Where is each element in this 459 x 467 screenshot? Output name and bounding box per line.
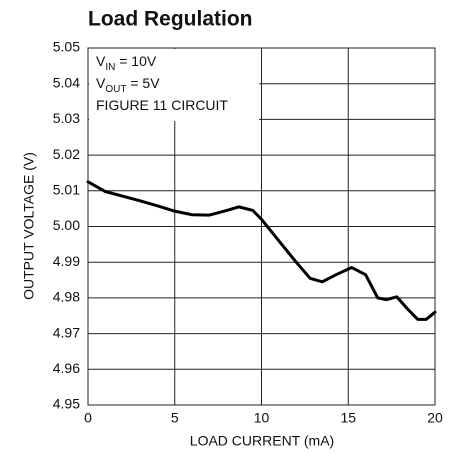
- y-tick-label: 5.02: [53, 146, 80, 162]
- x-tick-label: 5: [171, 410, 179, 426]
- y-tick-label: 4.96: [53, 360, 80, 376]
- annotation-part: OUT: [105, 84, 126, 95]
- annotation-part: FIGURE 11 CIRCUIT: [96, 97, 228, 113]
- annotation-part: IN: [105, 62, 115, 73]
- y-tick-label: 5.01: [53, 182, 80, 198]
- annotation-part: = 10V: [115, 53, 157, 69]
- y-axis-label: OUTPUT VOLTAGE (V): [21, 152, 37, 300]
- annotation-box: [89, 49, 259, 121]
- y-tick-label: 4.99: [53, 253, 80, 269]
- y-tick-label: 5.00: [53, 217, 80, 233]
- annotation-part: = 5V: [126, 75, 160, 91]
- y-tick-label: 4.97: [53, 324, 80, 340]
- annotation: FIGURE 11 CIRCUIT: [96, 97, 228, 113]
- y-tick-label: 4.98: [53, 289, 80, 305]
- annotation-part: V: [96, 53, 106, 69]
- chart-title: Load Regulation: [88, 8, 253, 31]
- y-tick-label: 5.05: [53, 39, 80, 55]
- x-axis-label: LOAD CURRENT (mA): [190, 433, 334, 449]
- annotation: VOUT = 5V: [96, 75, 160, 95]
- y-tick-label: 5.04: [53, 74, 80, 90]
- annotation-part: V: [96, 75, 106, 91]
- annotation: VIN = 10V: [96, 53, 157, 73]
- y-tick-label: 5.03: [53, 110, 80, 126]
- x-tick-label: 20: [427, 410, 443, 426]
- x-tick-label: 10: [254, 410, 270, 426]
- plot-frame: [87, 47, 436, 406]
- line-series: [86, 180, 437, 321]
- y-tick-label: 4.95: [53, 396, 80, 412]
- x-tick-label: 0: [84, 410, 92, 426]
- x-tick-label: 15: [340, 410, 356, 426]
